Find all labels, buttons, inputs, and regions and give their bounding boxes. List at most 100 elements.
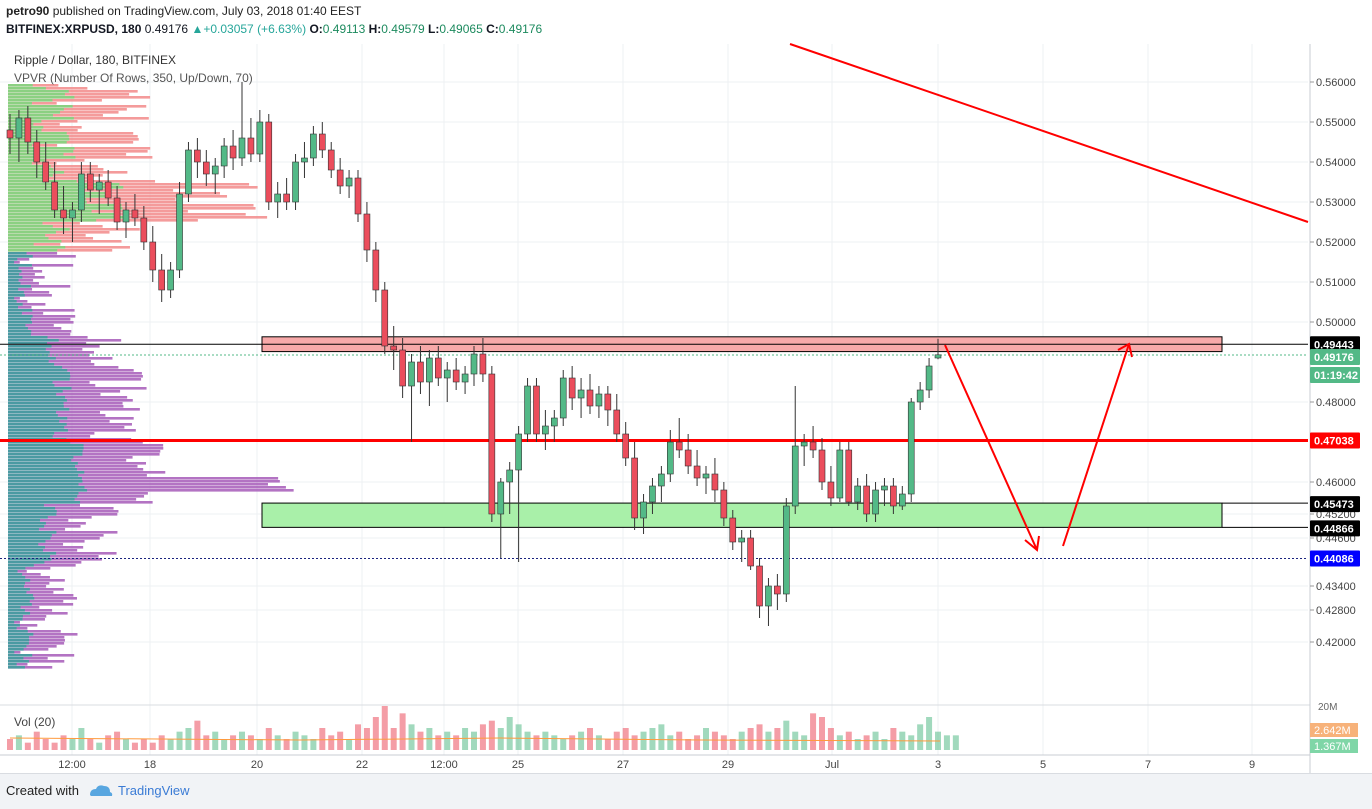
- vp-row-down: [8, 606, 40, 609]
- vp-row-down: [8, 540, 85, 543]
- volume-bar: [96, 742, 103, 750]
- candle-body: [78, 173, 85, 211]
- vp-row-up: [8, 102, 32, 105]
- candle-body: [881, 485, 888, 491]
- publisher-name[interactable]: petro90: [6, 4, 50, 18]
- volume-bar: [60, 735, 67, 750]
- vp-row-down: [8, 537, 100, 540]
- vp-row-down: [8, 501, 153, 504]
- vp-row-up: [8, 108, 64, 111]
- vp-row-up: [8, 585, 24, 588]
- vp-row-up: [8, 633, 34, 636]
- vp-row-up: [8, 357, 56, 360]
- volume-bar: [176, 731, 183, 750]
- chart-header: petro90 published on TradingView.com, Ju…: [0, 0, 1372, 42]
- vp-row-down: [8, 588, 64, 591]
- vp-row-down: [8, 258, 30, 261]
- vp-row-down: [8, 138, 139, 141]
- vp-row-down: [8, 126, 82, 129]
- candle-body: [229, 145, 237, 159]
- vp-row-up: [8, 408, 70, 411]
- y-tick-label: 0.52000: [1316, 237, 1356, 249]
- vp-row-up: [8, 555, 51, 558]
- vp-row-up: [8, 348, 46, 351]
- vp-row-up: [8, 558, 52, 561]
- volume-bar: [774, 728, 781, 750]
- volume-bar: [747, 728, 754, 750]
- low-label: L:: [428, 22, 440, 36]
- y-tick-label: 0.43400: [1316, 581, 1356, 593]
- candle-body: [515, 433, 522, 471]
- y-tick-label: 0.55000: [1316, 117, 1356, 129]
- candle-body: [800, 441, 808, 447]
- candle-body: [595, 393, 603, 407]
- vp-row-up: [8, 96, 75, 99]
- y-tick-label: 0.50000: [1316, 317, 1356, 329]
- vp-row-up: [8, 234, 46, 237]
- vp-row-down: [8, 342, 87, 345]
- vp-row-down: [8, 447, 164, 450]
- vp-row-down: [8, 351, 94, 354]
- volume-pane: [0, 704, 1310, 750]
- vp-row-up: [8, 651, 15, 654]
- vp-row-down: [8, 300, 28, 303]
- volume-bar: [7, 739, 13, 750]
- vp-row-down: [8, 612, 68, 615]
- vp-row-up: [8, 615, 23, 618]
- candle-body: [42, 161, 49, 183]
- volume-bar: [649, 728, 656, 750]
- vp-row-up: [8, 345, 52, 348]
- vp-row-down: [8, 483, 268, 486]
- candle-body: [238, 137, 246, 159]
- candle-body: [524, 385, 531, 435]
- vp-row-up: [8, 504, 44, 507]
- vp-row-down: [8, 117, 149, 120]
- vp-row-down: [8, 237, 94, 240]
- volume-ma-line: [9, 737, 941, 742]
- volume-bar: [239, 731, 245, 750]
- vp-row-up: [8, 537, 51, 540]
- vp-row-up: [8, 549, 43, 552]
- candle-body: [774, 585, 781, 595]
- vp-row-up: [8, 222, 43, 225]
- vp-row-down: [8, 585, 47, 588]
- vp-row-up: [8, 621, 15, 624]
- vp-row-down: [8, 288, 33, 291]
- candle-body: [497, 481, 505, 515]
- vp-row-down: [8, 243, 61, 246]
- candle-body: [604, 393, 612, 411]
- price-badge-bg: [1310, 348, 1360, 365]
- candle-body: [113, 197, 121, 223]
- vp-row-down: [8, 513, 118, 516]
- vp-row-down: [8, 159, 85, 162]
- candle-body: [907, 401, 915, 495]
- volume-bar: [658, 724, 665, 750]
- vp-row-down: [8, 630, 61, 633]
- vp-row-up: [8, 237, 49, 240]
- volume-bar: [783, 720, 790, 750]
- vp-row-up: [8, 663, 17, 666]
- vp-row-up: [8, 411, 56, 414]
- vp-row-up: [8, 321, 33, 324]
- vp-row-down: [8, 525, 81, 528]
- price-chart[interactable]: 0.56000 0.55000 0.54000 0.53000 0.52000 0.510…: [0, 42, 1372, 773]
- vp-row-up: [8, 489, 88, 492]
- vp-row-down: [8, 444, 164, 447]
- vp-row-up: [8, 294, 25, 297]
- candle-body: [854, 485, 861, 503]
- candle-body: [256, 121, 264, 155]
- tradingview-brand[interactable]: TradingView: [118, 783, 190, 798]
- vp-row-up: [8, 543, 39, 546]
- vp-row-up: [8, 336, 48, 339]
- vp-row-down: [8, 162, 57, 165]
- vp-row-up: [8, 339, 59, 342]
- volume-bar: [194, 720, 201, 750]
- candle-body: [925, 365, 933, 391]
- candle-body: [104, 181, 112, 199]
- vp-row-down: [8, 186, 258, 189]
- vp-row-up: [8, 627, 17, 630]
- vp-row-up: [8, 225, 53, 228]
- volume-bar: [881, 739, 888, 750]
- vp-row-down: [8, 147, 151, 150]
- candle-body: [51, 181, 58, 211]
